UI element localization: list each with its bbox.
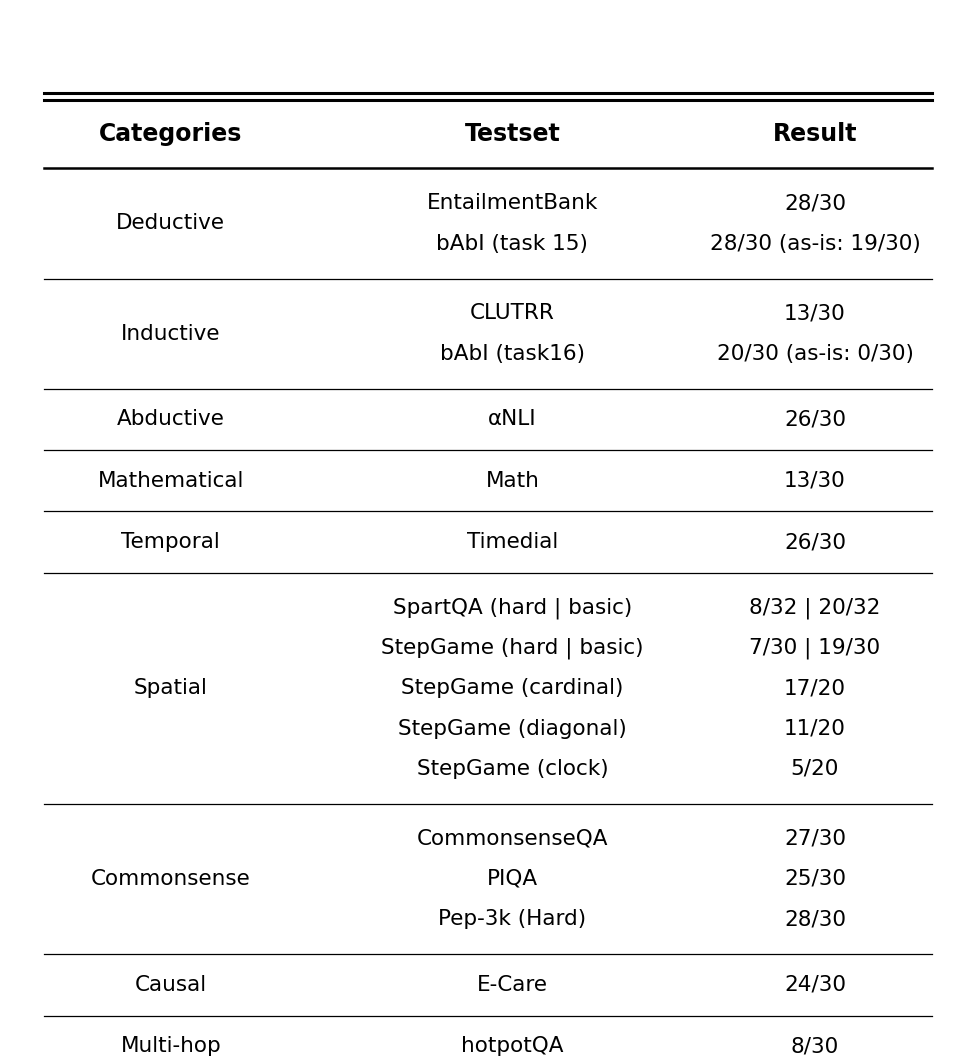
Text: bAbI (task 15): bAbI (task 15) bbox=[436, 234, 589, 253]
Text: 5/20: 5/20 bbox=[791, 759, 839, 778]
Text: CommonsenseQA: CommonsenseQA bbox=[417, 829, 608, 848]
Text: Result: Result bbox=[773, 122, 857, 146]
Text: 26/30: 26/30 bbox=[784, 410, 846, 429]
Text: bAbI (task16): bAbI (task16) bbox=[440, 344, 585, 363]
Text: Multi-hop: Multi-hop bbox=[120, 1037, 222, 1056]
Text: StepGame (cardinal): StepGame (cardinal) bbox=[401, 679, 624, 698]
Text: Categories: Categories bbox=[100, 122, 242, 146]
Text: Pep-3k (Hard): Pep-3k (Hard) bbox=[438, 910, 587, 929]
Text: 17/20: 17/20 bbox=[784, 679, 846, 698]
Text: 13/30: 13/30 bbox=[784, 471, 846, 490]
Text: αNLI: αNLI bbox=[488, 410, 537, 429]
Text: 28/30 (as-is: 19/30): 28/30 (as-is: 19/30) bbox=[710, 234, 920, 253]
Text: 11/20: 11/20 bbox=[784, 719, 846, 738]
Text: 28/30: 28/30 bbox=[784, 910, 846, 929]
Text: SpartQA (hard | basic): SpartQA (hard | basic) bbox=[392, 597, 632, 618]
Text: EntailmentBank: EntailmentBank bbox=[427, 194, 598, 213]
Text: 24/30: 24/30 bbox=[784, 975, 846, 994]
Text: Temporal: Temporal bbox=[121, 533, 221, 552]
Text: Testset: Testset bbox=[465, 122, 560, 146]
Text: StepGame (clock): StepGame (clock) bbox=[417, 759, 608, 778]
Text: StepGame (hard | basic): StepGame (hard | basic) bbox=[382, 638, 643, 659]
Text: Causal: Causal bbox=[135, 975, 207, 994]
Text: Mathematical: Mathematical bbox=[98, 471, 244, 490]
Text: 13/30: 13/30 bbox=[784, 304, 846, 323]
Text: Timedial: Timedial bbox=[467, 533, 558, 552]
Text: Commonsense: Commonsense bbox=[91, 869, 251, 889]
Text: Spatial: Spatial bbox=[134, 679, 208, 698]
Text: 8/32 | 20/32: 8/32 | 20/32 bbox=[750, 597, 880, 618]
Text: PIQA: PIQA bbox=[487, 869, 538, 889]
Text: StepGame (diagonal): StepGame (diagonal) bbox=[398, 719, 627, 738]
Text: 20/30 (as-is: 0/30): 20/30 (as-is: 0/30) bbox=[716, 344, 914, 363]
Text: CLUTRR: CLUTRR bbox=[470, 304, 554, 323]
Text: Abductive: Abductive bbox=[117, 410, 224, 429]
Text: Deductive: Deductive bbox=[116, 214, 225, 233]
Text: 7/30 | 19/30: 7/30 | 19/30 bbox=[750, 638, 880, 659]
Text: 27/30: 27/30 bbox=[784, 829, 846, 848]
Text: 26/30: 26/30 bbox=[784, 533, 846, 552]
Text: 28/30: 28/30 bbox=[784, 194, 846, 213]
Text: E-Care: E-Care bbox=[477, 975, 548, 994]
Text: Inductive: Inductive bbox=[121, 324, 221, 343]
Text: 8/30: 8/30 bbox=[791, 1037, 839, 1056]
Text: hotpotQA: hotpotQA bbox=[461, 1037, 564, 1056]
Text: Math: Math bbox=[485, 471, 540, 490]
Text: 25/30: 25/30 bbox=[784, 869, 846, 889]
